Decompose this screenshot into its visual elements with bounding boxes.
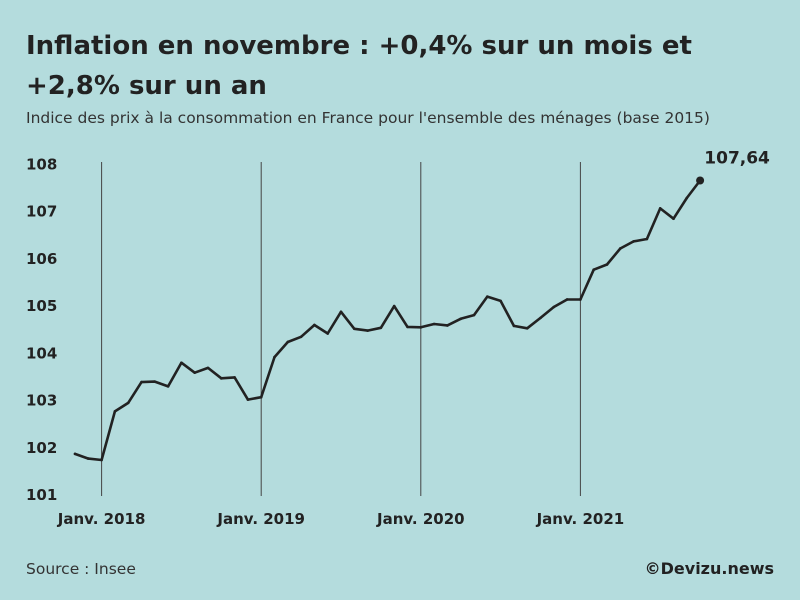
data-points <box>73 179 702 462</box>
data-point <box>632 240 635 243</box>
data-point <box>299 335 303 339</box>
data-point <box>206 366 210 370</box>
x-axis-tick-labels: Janv. 2018 Janv. 2019 Janv. 2020 Janv. 2021 <box>57 510 624 528</box>
data-point <box>406 325 409 329</box>
data-point <box>446 324 449 327</box>
data-point <box>326 332 330 335</box>
data-point <box>605 263 609 266</box>
data-point <box>259 395 263 399</box>
data-point <box>645 237 649 241</box>
vertical-year-rules <box>101 162 581 496</box>
data-point <box>525 326 529 330</box>
data-point <box>619 247 622 250</box>
source-note: Source : Insee <box>26 560 136 578</box>
data-point <box>592 268 595 272</box>
data-point <box>180 361 183 365</box>
chart-title: Inflation en novembre : +0,4% sur un moi… <box>26 31 692 101</box>
data-point <box>539 316 542 320</box>
data-point <box>166 385 170 388</box>
data-point <box>220 377 223 380</box>
x-tick-label: Janv. 2021 <box>536 510 625 528</box>
y-tick-label: 103 <box>26 392 57 410</box>
data-point <box>353 327 356 331</box>
data-point <box>658 207 662 210</box>
x-tick-label: Janv. 2020 <box>376 510 465 528</box>
data-point <box>193 371 196 374</box>
y-tick-label: 108 <box>26 156 57 174</box>
end-value-label: 107,64 <box>704 148 770 168</box>
data-point <box>339 310 343 314</box>
data-point <box>126 401 130 405</box>
series-line-cpi <box>73 179 702 462</box>
x-tick-label: Janv. 2019 <box>216 510 305 528</box>
y-tick-label: 106 <box>26 250 57 268</box>
credit-logo: ©Devizu.news <box>644 559 774 578</box>
data-point <box>499 299 502 303</box>
data-point <box>100 458 103 462</box>
data-point <box>233 376 236 379</box>
data-point <box>73 452 77 456</box>
data-point <box>419 326 423 329</box>
data-point <box>313 323 316 327</box>
y-tick-label: 104 <box>26 344 57 362</box>
y-tick-label: 101 <box>26 486 57 504</box>
y-tick-label: 105 <box>26 297 57 315</box>
data-point <box>392 304 396 308</box>
data-point <box>87 457 90 460</box>
y-tick-label: 102 <box>26 439 57 457</box>
data-point <box>672 217 675 221</box>
data-point <box>512 324 516 328</box>
data-point <box>286 340 290 344</box>
data-point <box>273 355 276 359</box>
data-point <box>552 305 556 309</box>
data-point <box>153 380 157 383</box>
chart-subtitle: Indice des prix à la consommation en Fra… <box>26 109 710 127</box>
data-point <box>459 317 463 321</box>
data-point <box>685 196 689 200</box>
y-axis-tick-labels: 101 102 103 104 105 106 107 108 <box>26 156 57 505</box>
data-point <box>113 410 117 413</box>
data-point <box>565 298 569 301</box>
data-point <box>472 313 476 317</box>
x-tick-label: Janv. 2018 <box>57 510 146 528</box>
data-point <box>379 326 383 330</box>
data-point <box>579 298 582 301</box>
data-point <box>246 398 250 401</box>
data-point <box>366 329 369 332</box>
data-point <box>140 380 143 384</box>
data-point <box>486 295 489 298</box>
y-tick-label: 107 <box>26 203 57 221</box>
end-point-marker <box>696 176 705 185</box>
data-point <box>432 322 436 326</box>
